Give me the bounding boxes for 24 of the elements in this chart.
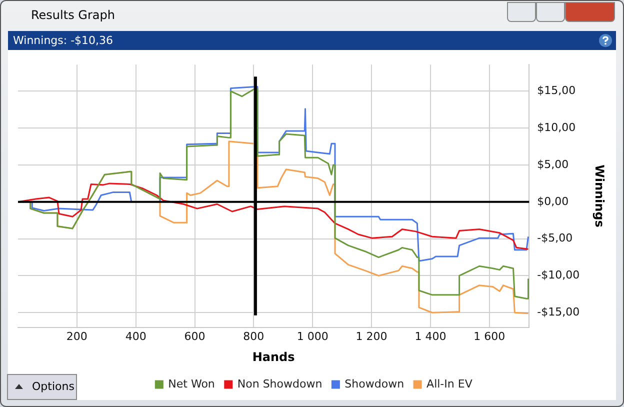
x-tick-label: 1 400: [414, 330, 446, 343]
chart-title: Results Graph: [31, 8, 115, 22]
x-tick-label: 200: [66, 330, 88, 343]
y-tick-label: $5,00: [537, 158, 569, 171]
x-tick-label: 400: [125, 330, 146, 343]
x-tick-label: 800: [243, 330, 264, 343]
text: Options: [32, 379, 74, 395]
x-tick-label: 1 600: [474, 330, 506, 343]
x-tick-label: 600: [184, 330, 206, 343]
legend-label: Showdown: [344, 377, 404, 390]
y-tick-label: $0,00: [537, 194, 569, 208]
x-axis-title: Hands: [252, 350, 295, 364]
y-tick-label: -$5,00: [537, 232, 573, 245]
y-tick-label: -$10,00: [537, 268, 580, 282]
y-tick-label: $15,00: [537, 84, 576, 98]
x-tick-label: 1 000: [296, 330, 328, 343]
y-tick-label: $10,00: [537, 120, 576, 134]
x-tick-label: 1 200: [356, 330, 388, 343]
legend-label: Non Showdown: [237, 377, 322, 390]
legend-label: All-In EV: [426, 377, 473, 390]
legend-label: Net Won: [168, 377, 215, 390]
chart-subtitle: Winnings: -$10,36: [12, 34, 114, 47]
y-axis-title: Winnings: [592, 164, 607, 228]
y-tick-label: -$15,00: [537, 305, 580, 318]
